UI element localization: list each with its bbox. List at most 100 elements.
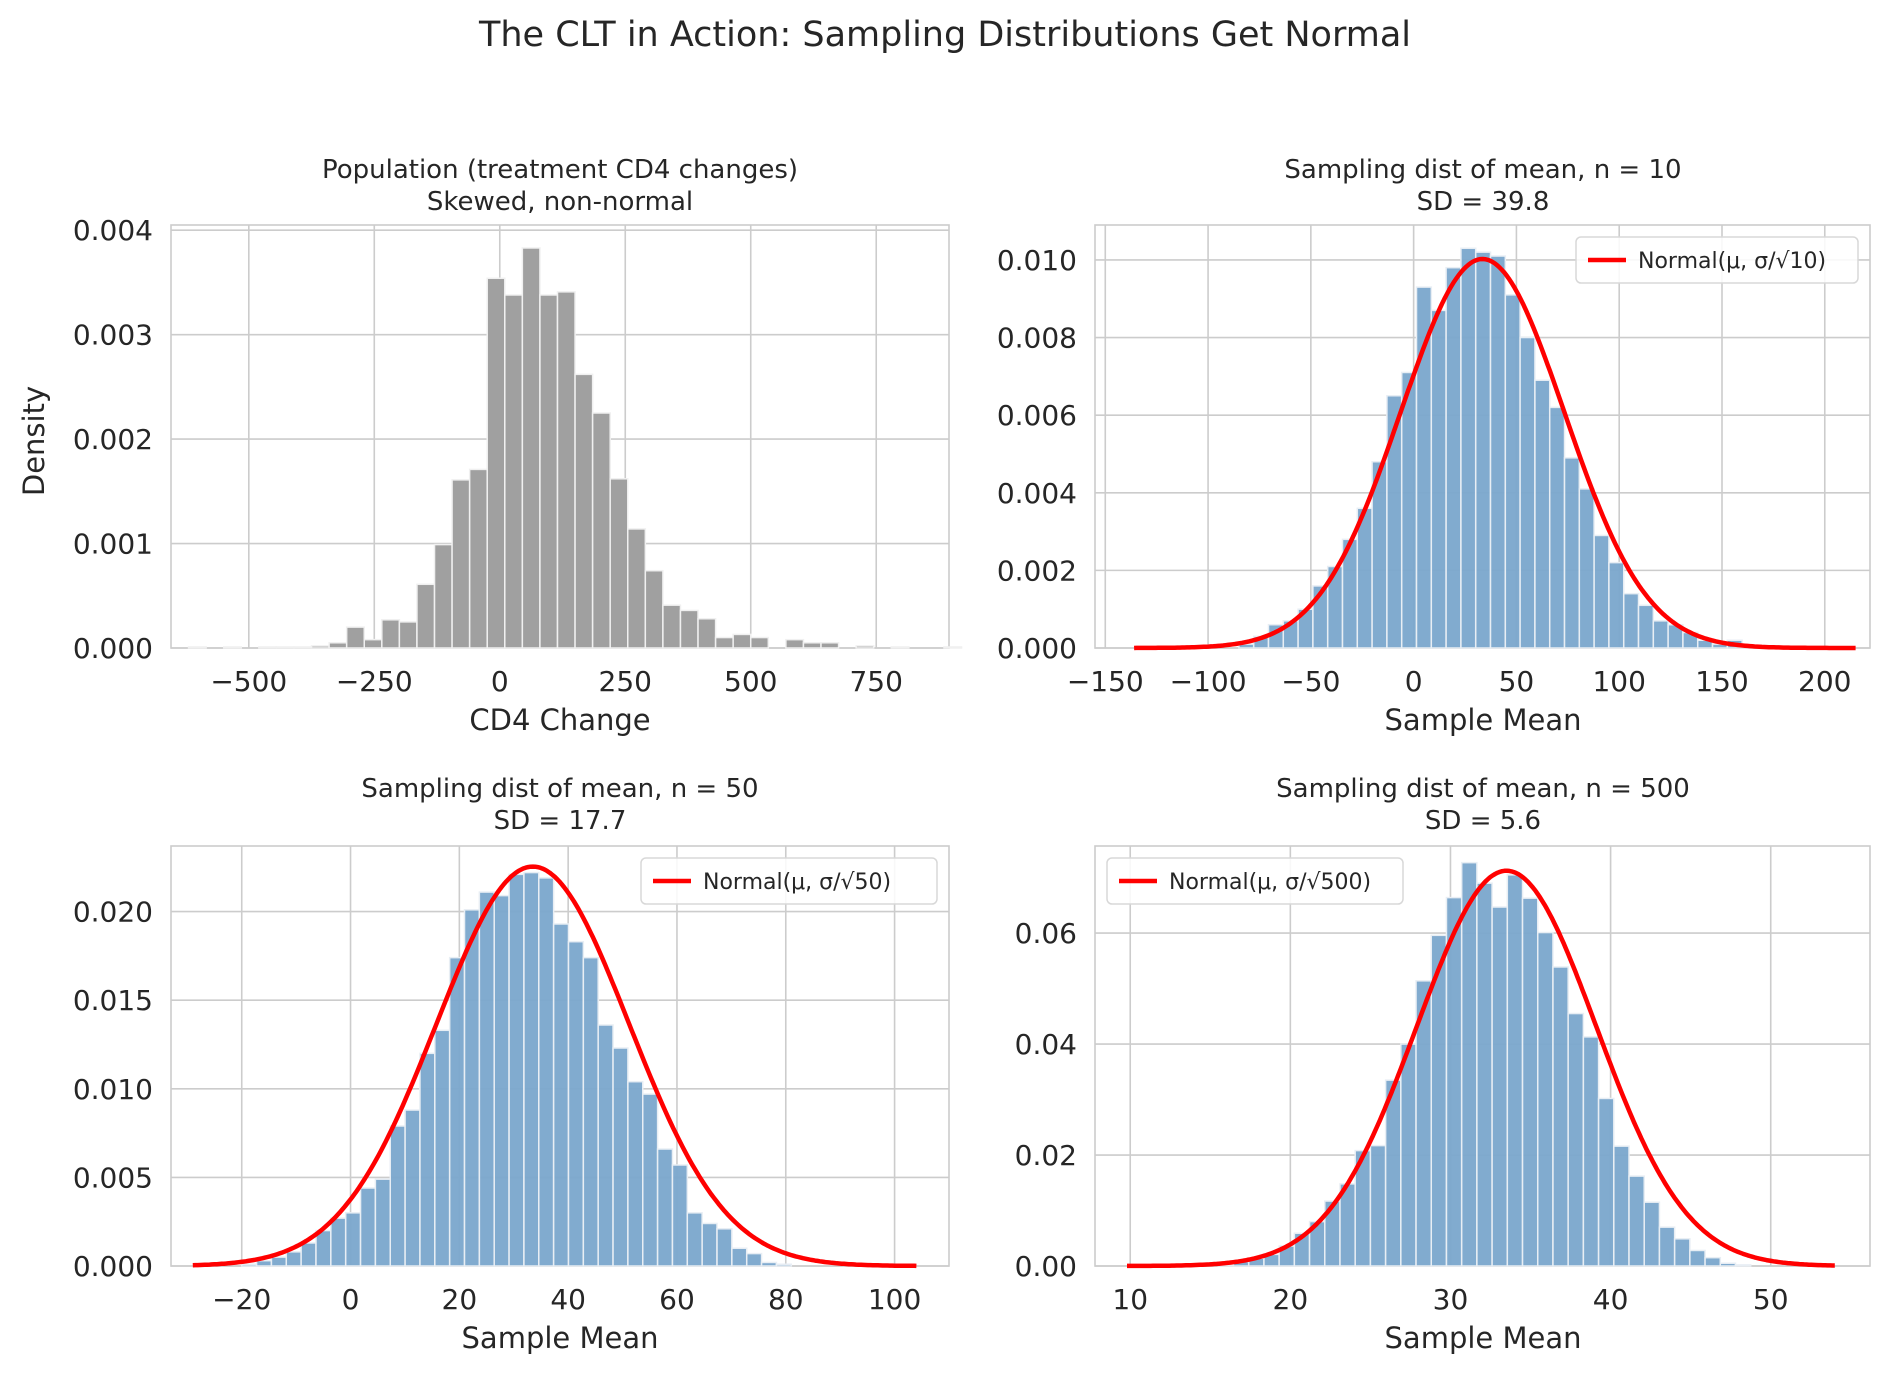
panel-title-line1: Sampling dist of mean, n = 10 [1284, 155, 1681, 185]
histogram-bar [315, 1229, 332, 1267]
histogram-bar [1608, 561, 1625, 649]
x-tick-label: −150 [1067, 665, 1144, 698]
histogram-bar [1460, 247, 1477, 649]
histogram-bar [1578, 488, 1595, 649]
histogram-bar [1734, 1264, 1752, 1267]
histogram-bar [1637, 604, 1655, 649]
x-tick-label: 0 [1405, 665, 1423, 698]
x-axis-label: Sample Mean [462, 1321, 659, 1355]
y-tick-label: 0.008 [997, 322, 1077, 355]
histogram-bar [802, 642, 822, 649]
histogram-bar [398, 621, 418, 649]
x-tick-label: 30 [1433, 1283, 1469, 1316]
legend-label: Normal(μ, σ/√10) [1638, 249, 1826, 274]
histogram-bar [567, 940, 585, 1267]
x-tick-label: −500 [210, 665, 287, 698]
histogram-bar [612, 1047, 629, 1267]
y-tick-label: 0.06 [1015, 917, 1077, 950]
histogram-bar [433, 543, 453, 649]
histogram-bar [523, 871, 540, 1267]
y-tick-label: 0.00 [1015, 1250, 1077, 1283]
histogram-bar [310, 645, 330, 649]
legend-box [640, 857, 938, 905]
histogram-bar [434, 1029, 451, 1267]
histogram-bar [222, 646, 243, 649]
histogram-bar [732, 633, 752, 649]
histogram-bar [1673, 1238, 1691, 1267]
x-tick-label: 250 [599, 665, 652, 698]
histogram-bar [1460, 861, 1478, 1267]
legend-label: Normal(μ, σ/√50) [703, 870, 891, 895]
panel-title-line2: SD = 39.8 [1417, 187, 1550, 217]
histogram-bar [597, 1024, 614, 1267]
x-tick-label: 20 [1273, 1283, 1309, 1316]
y-tick-label: 0.003 [73, 319, 153, 352]
x-axis-label: CD4 Change [469, 703, 650, 737]
histogram-bar [627, 528, 647, 649]
histogram-bar [890, 646, 910, 649]
panel-n500: Sampling dist of mean, n = 500 SD = 5.6 … [1015, 774, 1871, 1355]
histogram-bar [714, 636, 734, 649]
histogram-bar [468, 468, 488, 649]
histogram-bar [1534, 379, 1551, 649]
panel-title-line2: Skewed, non-normal [427, 187, 693, 217]
x-tick-label: 80 [768, 1283, 804, 1316]
histogram-bar [330, 1217, 347, 1267]
histogram-bars [1238, 247, 1773, 649]
histogram-bar [760, 1261, 778, 1267]
histogram-bar [697, 618, 717, 649]
histogram-bar [1643, 1201, 1661, 1267]
histogram-bar [1582, 1036, 1600, 1267]
histogram-bar [855, 645, 875, 649]
histogram-bar [1552, 966, 1569, 1267]
histogram-bar [1567, 1012, 1585, 1267]
panel-n50: Sampling dist of mean, n = 50 SD = 17.7 … [73, 774, 950, 1355]
histogram-bar [1430, 309, 1447, 649]
legend: Normal(μ, σ/√50) [640, 857, 938, 905]
histogram-bar [285, 1251, 302, 1267]
histogram-bar [775, 1263, 793, 1267]
x-tick-label: 50 [1753, 1283, 1789, 1316]
y-tick-label: 0.002 [997, 554, 1077, 587]
histogram-bar [300, 1242, 317, 1267]
y-tick-label: 0.001 [73, 528, 153, 561]
histogram-bar [463, 909, 481, 1267]
histogram-bar [716, 1228, 733, 1267]
x-tick-label: −100 [1170, 665, 1247, 698]
histogram-bar [556, 291, 576, 649]
histogram-bar [1704, 1256, 1722, 1267]
plot-area [1094, 224, 1871, 651]
panel-title-line1: Sampling dist of mean, n = 50 [361, 774, 758, 804]
histogram-bar [1628, 1175, 1645, 1267]
x-axis-label: Sample Mean [1385, 703, 1582, 737]
x-tick-label: 40 [550, 1283, 586, 1316]
plot-area [1094, 845, 1871, 1269]
x-tick-label: 0 [491, 665, 509, 698]
x-tick-label: −250 [336, 665, 413, 698]
histogram-bar [745, 1252, 763, 1267]
legend: Normal(μ, σ/√10) [1575, 236, 1859, 284]
histogram-bar [1491, 906, 1509, 1267]
histogram-bar [1339, 1183, 1356, 1267]
histogram-bar [1445, 266, 1462, 649]
histogram-bar [1613, 1145, 1630, 1267]
histogram-bar [1506, 874, 1524, 1267]
histogram-bar [1593, 534, 1610, 649]
x-tick-label: 20 [442, 1283, 478, 1316]
histogram-bar [508, 873, 525, 1267]
histogram-bar [1548, 406, 1566, 649]
histogram-bar [293, 646, 313, 649]
x-tick-label: 50 [1499, 665, 1535, 698]
x-tick-label: 750 [849, 665, 902, 698]
plot-area [170, 845, 950, 1269]
histogram-bar [1489, 255, 1507, 649]
x-tick-label: 100 [868, 1283, 921, 1316]
panel-population: Population (treatment CD4 changes) Skewe… [17, 155, 963, 737]
histogram-bar [187, 646, 207, 649]
histogram-bar [1563, 457, 1581, 649]
x-tick-label: 10 [1112, 1283, 1148, 1316]
x-tick-label: 150 [1695, 665, 1748, 698]
histogram-bar [1504, 294, 1521, 649]
histogram-bar [656, 1148, 674, 1267]
